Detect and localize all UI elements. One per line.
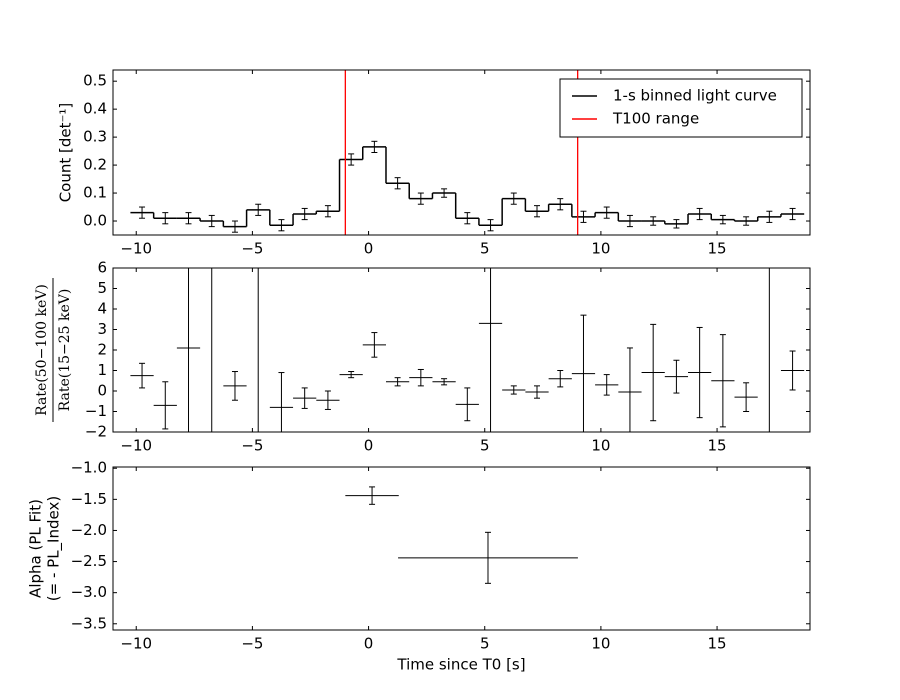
plot-area <box>130 70 805 235</box>
panel: −10 −5 0 5 10 15 −3.5 −3.0 −2.5 −2.0 −1.5 −1.0 Alpha… <box>27 459 811 674</box>
x-tick-label: 10 <box>591 437 610 455</box>
y-axis-label: Count [det⁻¹] <box>57 103 75 203</box>
x-tick-label: 0 <box>364 635 374 653</box>
y-axis-label-numerator: Rate(50−100 keV) <box>34 284 50 416</box>
y-tick-label: 5 <box>97 279 107 297</box>
x-tick-label: 0 <box>364 240 374 258</box>
x-tick-label: −10 <box>120 240 152 258</box>
x-tick-label: −5 <box>241 635 263 653</box>
legend-box <box>559 78 803 138</box>
axes-frame <box>112 69 811 236</box>
y-tick-label: −2.5 <box>71 552 107 570</box>
y-tick-label: 6 <box>97 259 107 277</box>
plot-area <box>130 268 805 432</box>
legend: 1-s binned light curve T100 range <box>559 78 803 138</box>
y-tick-label: −2 <box>85 423 107 441</box>
x-tick-label: 10 <box>591 635 610 653</box>
y-tick-label: 3 <box>97 320 107 338</box>
y-axis-label: Alpha (PL Fit) <box>27 499 45 598</box>
x-tick-label: −10 <box>120 437 152 455</box>
y-tick-label: 0.4 <box>83 100 107 118</box>
axes-frame <box>112 466 811 631</box>
x-tick-label: −5 <box>241 437 263 455</box>
x-tick-label: 5 <box>480 437 490 455</box>
y-tick-label: −1 <box>85 402 107 420</box>
x-tick-label: 5 <box>480 240 490 258</box>
y-tick-label: 4 <box>97 300 107 318</box>
x-tick-label: 10 <box>591 240 610 258</box>
x-tick-label: 15 <box>708 437 727 455</box>
axes-frame <box>112 267 811 433</box>
plot-area <box>345 486 578 584</box>
y-tick-label: −1.5 <box>71 490 107 508</box>
x-tick-label: −10 <box>120 635 152 653</box>
y-tick-label: 0 <box>97 382 107 400</box>
y-tick-label: −3.0 <box>71 583 107 601</box>
y-tick-label: 2 <box>97 341 107 359</box>
x-tick-label: 15 <box>708 635 727 653</box>
y-axis-label-denominator: Rate(15−25 keV) <box>57 289 73 412</box>
y-tick-label: −1.0 <box>71 459 107 477</box>
y-tick-label: −2.0 <box>71 521 107 539</box>
y-tick-label: 0.3 <box>83 128 107 146</box>
x-tick-label: 5 <box>480 635 490 653</box>
legend-label: 1-s binned light curve <box>613 87 777 105</box>
x-tick-label: 15 <box>708 240 727 258</box>
y-tick-label: 0.0 <box>83 212 107 230</box>
x-axis-label: Time since T0 [s] <box>396 656 525 674</box>
y-tick-label: 1 <box>97 361 107 379</box>
y-tick-label: −3.5 <box>71 614 107 632</box>
y-tick-label: 0.1 <box>83 184 107 202</box>
y-tick-label: 0.2 <box>83 156 107 174</box>
y-axis-label: (= - PL_Index) <box>45 496 64 601</box>
legend-label: T100 range <box>612 110 699 128</box>
x-tick-label: 0 <box>364 437 374 455</box>
y-tick-label: 0.5 <box>83 72 107 90</box>
panel: −10 −5 0 5 10 15 0.0 0.1 0.2 0.3 0.4 0.5 Count [det⁻… <box>57 69 811 258</box>
x-tick-label: −5 <box>241 240 263 258</box>
